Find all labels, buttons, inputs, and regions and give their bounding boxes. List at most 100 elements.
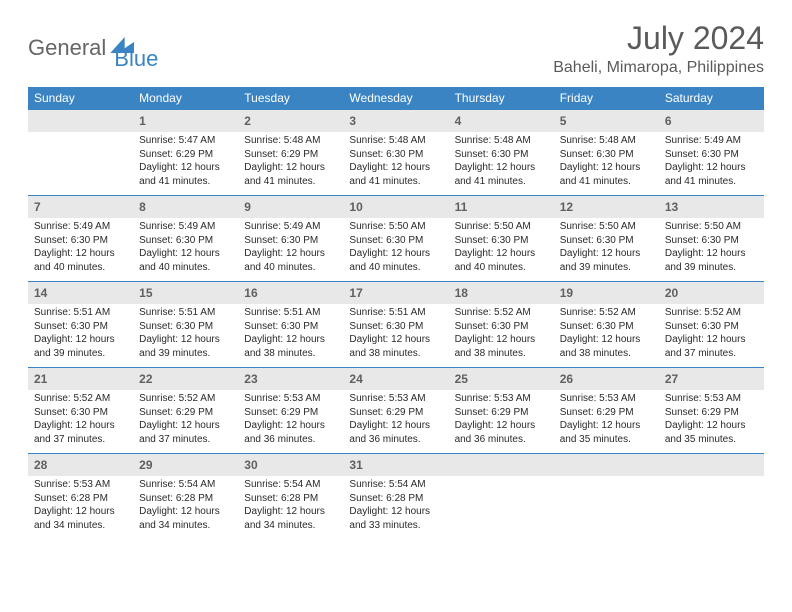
day-detail: Sunrise: 5:53 AMSunset: 6:29 PMDaylight:… <box>659 390 764 450</box>
sunrise-text: Sunrise: 5:53 AM <box>244 392 337 406</box>
daynum-bar: 27 <box>659 368 764 390</box>
calendar-cell: 13Sunrise: 5:50 AMSunset: 6:30 PMDayligh… <box>659 196 764 282</box>
day-number: 7 <box>34 200 41 214</box>
daylight-text: Daylight: 12 hours and 39 minutes. <box>139 333 232 360</box>
calendar-cell: 28 Sunrise: 5:53 AMSunset: 6:28 PMDayligh… <box>28 454 133 540</box>
calendar-cell: 9 Sunrise: 5:49 AMSunset: 6:30 PMDaylight… <box>238 196 343 282</box>
calendar-cell: 10Sunrise: 5:50 AMSunset: 6:30 PMDayligh… <box>343 196 448 282</box>
daynum-bar: 7 <box>28 196 133 218</box>
day-detail: Sunrise: 5:48 AMSunset: 6:30 PMDaylight:… <box>554 132 659 192</box>
calendar-cell: 20Sunrise: 5:52 AMSunset: 6:30 PMDayligh… <box>659 282 764 368</box>
day-number: 18 <box>455 286 468 300</box>
daylight-text: Daylight: 12 hours and 37 minutes. <box>139 419 232 446</box>
day-detail: Sunrise: 5:53 AMSunset: 6:29 PMDaylight:… <box>238 390 343 450</box>
daylight-text: Daylight: 12 hours and 33 minutes. <box>349 505 442 532</box>
day-detail: Sunrise: 5:51 AMSunset: 6:30 PMDaylight:… <box>28 304 133 364</box>
daylight-text: Daylight: 12 hours and 40 minutes. <box>349 247 442 274</box>
daylight-text: Daylight: 12 hours and 40 minutes. <box>455 247 548 274</box>
daynum-bar: 2 <box>238 110 343 132</box>
daylight-text: Daylight: 12 hours and 34 minutes. <box>244 505 337 532</box>
day-number: 1 <box>139 114 146 128</box>
day-detail: Sunrise: 5:52 AMSunset: 6:30 PMDaylight:… <box>554 304 659 364</box>
calendar-cell: 22Sunrise: 5:52 AMSunset: 6:29 PMDayligh… <box>133 368 238 454</box>
daynum-bar-empty <box>554 454 659 476</box>
header: General Blue July 2024 Baheli, Mimaropa,… <box>28 20 764 77</box>
day-number: 23 <box>244 372 257 386</box>
sunrise-text: Sunrise: 5:48 AM <box>244 134 337 148</box>
daylight-text: Daylight: 12 hours and 34 minutes. <box>139 505 232 532</box>
daylight-text: Daylight: 12 hours and 41 minutes. <box>349 161 442 188</box>
day-detail: Sunrise: 5:54 AMSunset: 6:28 PMDaylight:… <box>133 476 238 536</box>
daylight-text: Daylight: 12 hours and 40 minutes. <box>34 247 127 274</box>
daynum-bar: 13 <box>659 196 764 218</box>
day-number: 14 <box>34 286 47 300</box>
calendar-cell <box>659 454 764 540</box>
calendar-cell: 19Sunrise: 5:52 AMSunset: 6:30 PMDayligh… <box>554 282 659 368</box>
sunrise-text: Sunrise: 5:49 AM <box>665 134 758 148</box>
sunset-text: Sunset: 6:30 PM <box>244 320 337 334</box>
sunrise-text: Sunrise: 5:54 AM <box>349 478 442 492</box>
day-number: 4 <box>455 114 462 128</box>
sunrise-text: Sunrise: 5:52 AM <box>665 306 758 320</box>
sunset-text: Sunset: 6:30 PM <box>244 234 337 248</box>
daynum-bar: 3 <box>343 110 448 132</box>
daylight-text: Daylight: 12 hours and 38 minutes. <box>455 333 548 360</box>
daynum-bar-empty <box>659 454 764 476</box>
calendar-week: 14Sunrise: 5:51 AMSunset: 6:30 PMDayligh… <box>28 282 764 368</box>
daylight-text: Daylight: 12 hours and 36 minutes. <box>244 419 337 446</box>
calendar-cell: 17Sunrise: 5:51 AMSunset: 6:30 PMDayligh… <box>343 282 448 368</box>
calendar-cell: 18Sunrise: 5:52 AMSunset: 6:30 PMDayligh… <box>449 282 554 368</box>
daynum-bar: 6 <box>659 110 764 132</box>
sunrise-text: Sunrise: 5:52 AM <box>560 306 653 320</box>
sunset-text: Sunset: 6:28 PM <box>34 492 127 506</box>
sunset-text: Sunset: 6:29 PM <box>139 406 232 420</box>
daylight-text: Daylight: 12 hours and 37 minutes. <box>665 333 758 360</box>
sunset-text: Sunset: 6:30 PM <box>139 320 232 334</box>
daylight-text: Daylight: 12 hours and 37 minutes. <box>34 419 127 446</box>
day-detail: Sunrise: 5:53 AMSunset: 6:29 PMDaylight:… <box>449 390 554 450</box>
day-detail: Sunrise: 5:53 AMSunset: 6:29 PMDaylight:… <box>554 390 659 450</box>
sunset-text: Sunset: 6:28 PM <box>349 492 442 506</box>
daylight-text: Daylight: 12 hours and 38 minutes. <box>560 333 653 360</box>
day-number: 5 <box>560 114 567 128</box>
calendar-cell: 31 Sunrise: 5:54 AMSunset: 6:28 PMDayligh… <box>343 454 448 540</box>
day-header: Tuesday <box>238 87 343 110</box>
sunrise-text: Sunrise: 5:51 AM <box>34 306 127 320</box>
sunset-text: Sunset: 6:29 PM <box>139 148 232 162</box>
calendar-table: SundayMondayTuesdayWednesdayThursdayFrid… <box>28 87 764 540</box>
calendar-cell: 7Sunrise: 5:49 AMSunset: 6:30 PMDaylight… <box>28 196 133 282</box>
day-number: 30 <box>244 458 257 472</box>
sunrise-text: Sunrise: 5:50 AM <box>560 220 653 234</box>
day-detail: Sunrise: 5:50 AMSunset: 6:30 PMDaylight:… <box>343 218 448 278</box>
day-number: 2 <box>244 114 251 128</box>
day-number: 9 <box>244 200 251 214</box>
daynum-bar: 9 <box>238 196 343 218</box>
sunrise-text: Sunrise: 5:48 AM <box>455 134 548 148</box>
daynum-bar: 31 <box>343 454 448 476</box>
daylight-text: Daylight: 12 hours and 35 minutes. <box>665 419 758 446</box>
page-title: July 2024 <box>553 20 764 57</box>
calendar-cell <box>449 454 554 540</box>
day-detail: Sunrise: 5:49 AMSunset: 6:30 PMDaylight:… <box>238 218 343 278</box>
day-detail: Sunrise: 5:53 AMSunset: 6:28 PMDaylight:… <box>28 476 133 536</box>
daynum-bar: 11 <box>449 196 554 218</box>
day-detail: Sunrise: 5:49 AMSunset: 6:30 PMDaylight:… <box>133 218 238 278</box>
sunrise-text: Sunrise: 5:50 AM <box>349 220 442 234</box>
day-header: Saturday <box>659 87 764 110</box>
calendar-cell: 4Sunrise: 5:48 AMSunset: 6:30 PMDaylight… <box>449 110 554 196</box>
sunrise-text: Sunrise: 5:52 AM <box>34 392 127 406</box>
sunrise-text: Sunrise: 5:51 AM <box>349 306 442 320</box>
sunrise-text: Sunrise: 5:49 AM <box>244 220 337 234</box>
daylight-text: Daylight: 12 hours and 35 minutes. <box>560 419 653 446</box>
sunrise-text: Sunrise: 5:47 AM <box>139 134 232 148</box>
daylight-text: Daylight: 12 hours and 34 minutes. <box>34 505 127 532</box>
calendar-cell: 27Sunrise: 5:53 AMSunset: 6:29 PMDayligh… <box>659 368 764 454</box>
daynum-bar: 10 <box>343 196 448 218</box>
calendar-cell <box>554 454 659 540</box>
sunset-text: Sunset: 6:30 PM <box>34 234 127 248</box>
daynum-bar: 30 <box>238 454 343 476</box>
calendar-cell: 3Sunrise: 5:48 AMSunset: 6:30 PMDaylight… <box>343 110 448 196</box>
sunset-text: Sunset: 6:29 PM <box>244 148 337 162</box>
logo-icon <box>110 37 134 53</box>
day-number: 28 <box>34 458 47 472</box>
